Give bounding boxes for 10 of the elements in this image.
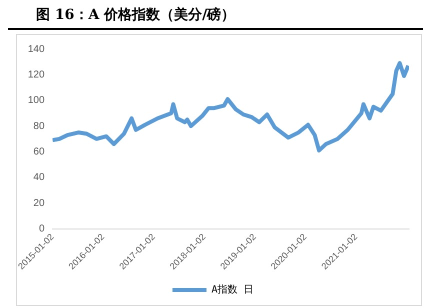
y-tick-label: 40 [33, 172, 45, 184]
y-tick-label: 140 [28, 44, 45, 55]
y-tick-label: 80 [33, 120, 45, 132]
y-tick-label: 100 [28, 95, 45, 106]
y-tick-label: 60 [33, 146, 45, 158]
y-tick-label: 0 [38, 224, 45, 235]
y-tick-label: 120 [28, 69, 45, 80]
y-tick-label: 20 [33, 198, 45, 209]
chart-title: 图 16：A 价格指数（美分/磅） [8, 0, 423, 30]
legend-label: A指数 日 [211, 284, 254, 296]
